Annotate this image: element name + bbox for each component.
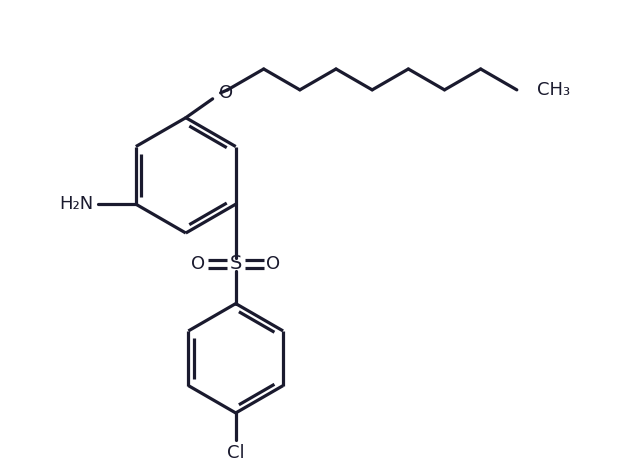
Text: H₂N: H₂N — [59, 195, 93, 213]
Text: CH₃: CH₃ — [537, 81, 570, 99]
Text: O: O — [191, 255, 205, 273]
Text: Cl: Cl — [227, 444, 244, 462]
Text: O: O — [219, 84, 233, 102]
Text: O: O — [266, 255, 280, 273]
Text: S: S — [230, 254, 242, 274]
